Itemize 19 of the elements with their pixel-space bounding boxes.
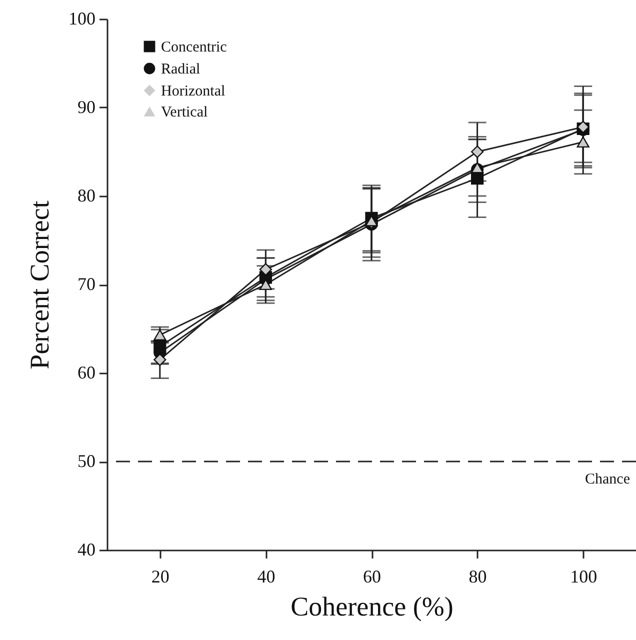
legend-label: Concentric [161,40,228,56]
x-tick-label: 80 [468,566,487,586]
legend-label: Horizontal [161,84,226,100]
x-tick-label: 100 [570,566,598,586]
x-axis-title: Coherence (%) [290,592,454,622]
y-axis-title: Percent Correct [24,200,54,370]
ref-line-label: Chance [585,472,630,488]
legend-label: Vertical [161,104,208,120]
legend-label: Radial [161,62,200,78]
x-tick-label: 60 [363,566,381,586]
y-tick-label: 50 [78,451,96,471]
y-tick-label: 90 [78,97,96,117]
y-tick-label: 100 [68,8,96,28]
y-tick-label: 70 [78,274,96,294]
y-tick-label: 80 [78,186,96,206]
x-tick-label: 40 [257,566,276,586]
y-tick-label: 40 [78,540,96,560]
x-tick-label: 20 [151,566,170,586]
y-tick-label: 60 [78,362,96,382]
